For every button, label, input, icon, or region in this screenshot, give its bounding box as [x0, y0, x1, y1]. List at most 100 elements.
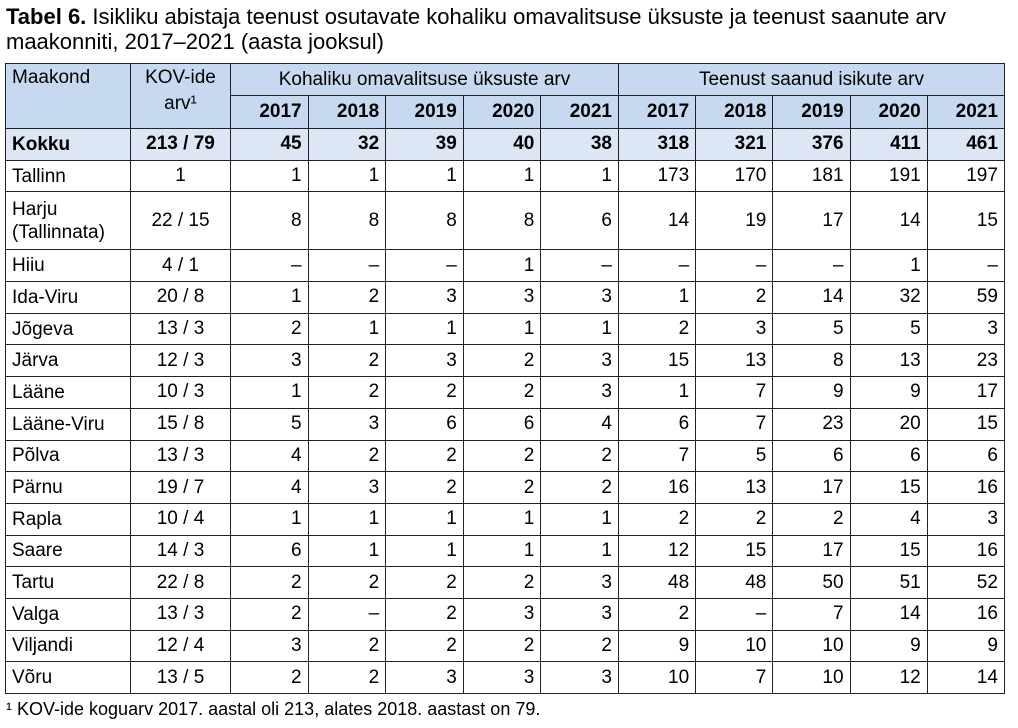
table-cell: 376 [772, 128, 851, 161]
table-cell: 16 [926, 534, 1005, 568]
table-cell: 9 [849, 629, 928, 663]
header-cell: Maakond [5, 63, 131, 129]
table-cell: 13 / 3 [130, 312, 231, 346]
footnote: ¹ KOV-ide koguarv 2017. aastal oli 213, … [6, 699, 541, 719]
table-cell: 2 [307, 376, 387, 409]
table-cell: – [385, 249, 464, 283]
table-cell: 3 [230, 344, 309, 378]
table-cell: 12 / 3 [130, 344, 231, 378]
table-cell: 4 [230, 439, 309, 473]
table-cell: 1 [130, 159, 231, 193]
table-cell: 45 [230, 128, 309, 161]
table-cell: Rapla [5, 502, 131, 536]
table-cell: 3 [462, 597, 542, 631]
table-cell: 10 [772, 661, 851, 694]
table-cell: 411 [849, 128, 928, 161]
table-cell: 2 [307, 344, 387, 378]
table-cell: 8 [230, 191, 309, 251]
table-cell: Pärnu [5, 471, 131, 504]
table-cell: 3 [926, 502, 1005, 536]
table-cell: 20 [849, 407, 928, 441]
table-row: Lääne-Viru 15 / 8 5 3 6 6 4 6 7 23 20 15 [5, 407, 1005, 441]
table-cell: 13 / 5 [130, 661, 231, 694]
table-cell: 12 / 4 [130, 629, 231, 663]
table-cell: 1 [385, 502, 464, 536]
table-cell: 7 [695, 376, 774, 409]
table-row: Harju (Tallinnata) 22 / 15 8 8 8 8 6 14 19 17 14 15 [5, 191, 1005, 251]
header-cell: Kohaliku omavalitsuse üksuste arv [230, 63, 619, 96]
table-cell: 3 [307, 407, 387, 441]
table-cell: 2 [307, 566, 387, 599]
table-cell: 8 [462, 191, 542, 251]
table-cell: 1 [540, 534, 619, 568]
table-cell: 2 [385, 439, 464, 473]
table-cell: 1 [307, 502, 387, 536]
table-cell: 9 [617, 629, 697, 663]
year-header: 2020 [462, 95, 542, 129]
table-cell: 170 [695, 159, 774, 193]
table-cell: 3 [926, 312, 1005, 346]
table-cell: 12 [849, 661, 928, 694]
table-cell: 2 [307, 629, 387, 663]
table-cell: 15 [926, 191, 1005, 251]
table-cell: 2 [385, 566, 464, 599]
table-cell: 4 [849, 502, 928, 536]
table-cell: 3 [540, 376, 619, 409]
table-cell: 9 [926, 629, 1005, 663]
table-cell: 10 / 4 [130, 502, 231, 536]
table-cell: 3 [540, 281, 619, 314]
table-cell: 2 [695, 281, 774, 314]
table-cell: 1 [462, 502, 542, 536]
table-cell: 2 [307, 439, 387, 473]
table-cell: 51 [849, 566, 928, 599]
title: Tabel 6. Isikliku abistaja teenust osuta… [6, 4, 1011, 54]
table-cell: 7 [772, 597, 851, 631]
table-cell: 2 [385, 629, 464, 663]
table-cell: 3 [307, 471, 387, 504]
table-cell: Võru [5, 661, 131, 694]
table-cell: 14 / 3 [130, 534, 231, 568]
table-cell: – [772, 249, 851, 283]
table-cell: 15 [695, 534, 774, 568]
table-cell: 10 [695, 629, 774, 663]
table-cell: 7 [695, 407, 774, 441]
table-cell: 6 [926, 439, 1005, 473]
table-cell: 6 [540, 191, 619, 251]
table-body: Kokku 213 / 79 45 32 39 40 38 318 321 376 411 461 Ta… [5, 128, 1005, 694]
table-cell: 15 [926, 407, 1005, 441]
table-cell: 1 [230, 159, 309, 193]
table-cell: 15 / 8 [130, 407, 231, 441]
table-cell: 3 [385, 661, 464, 694]
table-cell: 17 [772, 534, 851, 568]
table-header: Maakond KOV-ide arv¹ Kohaliku omavalitsu… [5, 63, 1005, 129]
table-cell: 191 [849, 159, 928, 193]
table-cell: 16 [926, 597, 1005, 631]
table-cell: 9 [772, 376, 851, 409]
table-row: Pärnu 19 / 7 4 3 2 2 2 16 13 17 15 16 [5, 471, 1005, 504]
table-cell: 14 [617, 191, 697, 251]
table-cell: 213 / 79 [130, 128, 231, 161]
table-cell: 8 [772, 344, 851, 378]
table-cell: 10 / 3 [130, 376, 231, 409]
table-cell: 1 [540, 312, 619, 346]
table-cell: Põlva [5, 439, 131, 473]
table-cell: 1 [540, 159, 619, 193]
table-cell: 1 [540, 502, 619, 536]
table-cell: 14 [849, 597, 928, 631]
table-cell: 173 [617, 159, 697, 193]
table-cell: 52 [926, 566, 1005, 599]
table-cell: 13 [695, 471, 774, 504]
year-header: 2021 [540, 95, 619, 129]
table-cell: 6 [462, 407, 542, 441]
table-cell: 14 [772, 281, 851, 314]
table-cell: 2 [617, 502, 697, 536]
table-cell: 461 [926, 128, 1005, 161]
table-cell: 1 [849, 249, 928, 283]
table-cell: 5 [230, 407, 309, 441]
table-cell: 50 [772, 566, 851, 599]
table-cell: 22 / 8 [130, 566, 231, 599]
table-cell: 1 [462, 534, 542, 568]
table-cell: 13 / 3 [130, 439, 231, 473]
table-cell: 3 [540, 566, 619, 599]
table-cell: 1 [385, 312, 464, 346]
